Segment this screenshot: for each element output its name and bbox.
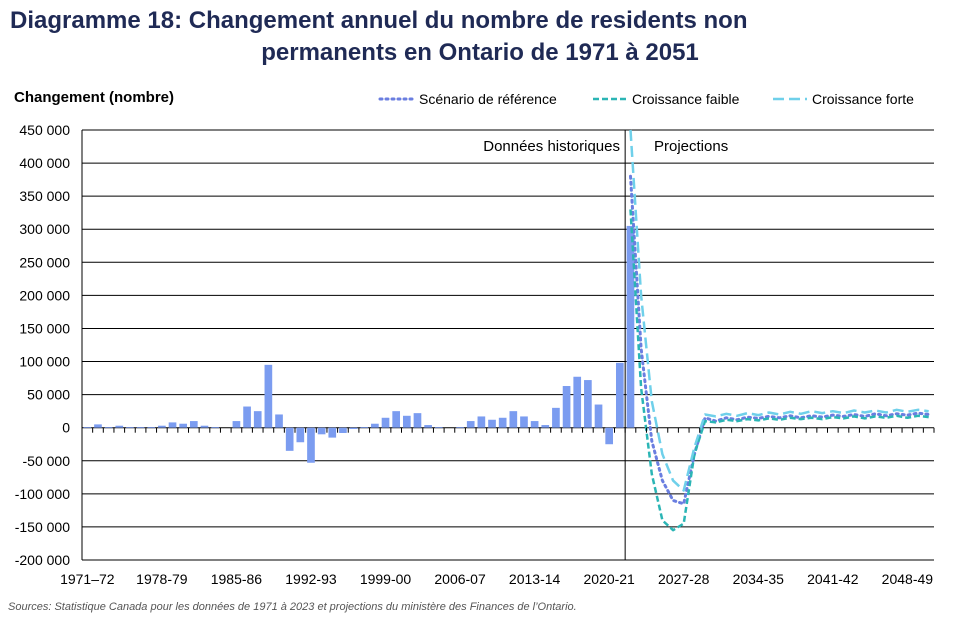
y-tick-label: -150 000 <box>15 519 70 535</box>
bar-1971 <box>83 427 92 428</box>
x-tick-label: 2006-07 <box>434 571 486 587</box>
bar-2022 <box>626 225 635 428</box>
y-tick-label: 200 000 <box>19 287 70 303</box>
bar-1972 <box>94 424 102 428</box>
bar-1974 <box>115 425 124 428</box>
bar-1991 <box>296 427 305 443</box>
bar-2001 <box>402 415 411 428</box>
chart-title-line1: Diagramme 18: Changement annuel du nombr… <box>10 7 748 34</box>
bar-1983 <box>211 427 219 428</box>
y-tick-label: 250 000 <box>19 254 70 270</box>
x-tick-label: 1985-86 <box>211 571 263 587</box>
bar-1995 <box>339 427 347 433</box>
bar-1989 <box>275 414 283 428</box>
y-tick-label: 150 000 <box>19 320 70 336</box>
line-high <box>629 129 929 492</box>
source-note: Sources: Statistique Canada pour les don… <box>8 601 577 613</box>
bar-2016 <box>562 386 571 428</box>
bar-2021 <box>615 362 624 428</box>
annotation-projections: Projections <box>654 138 728 155</box>
y-tick-label: 400 000 <box>19 155 70 171</box>
bar-1992 <box>307 427 315 463</box>
bar-2008 <box>477 416 486 428</box>
y-axis-label: Changement (nombre) <box>14 89 175 106</box>
y-tick-label: 300 000 <box>19 221 70 237</box>
x-tick-label: 1971–72 <box>60 571 115 587</box>
y-tick-label: 100 000 <box>19 354 70 370</box>
bar-1979 <box>168 422 177 428</box>
bar-2007 <box>466 421 475 428</box>
bar-1975 <box>126 427 134 428</box>
y-tick-label: 50 000 <box>27 387 70 403</box>
x-tick-label: 1978-79 <box>136 571 188 587</box>
x-tick-label: 2048-49 <box>882 571 934 587</box>
y-tick-label: -200 000 <box>15 552 70 568</box>
annotation-historical: Données historiques <box>483 138 620 155</box>
y-tick-label: 0 <box>62 420 70 436</box>
bar-1981 <box>189 421 198 428</box>
bar-2006 <box>456 427 464 428</box>
bar-1973 <box>104 427 113 428</box>
bar-1996 <box>349 427 358 430</box>
bar-2004 <box>434 427 443 428</box>
x-tick-label: 2041-42 <box>807 571 859 587</box>
bar-2017 <box>573 376 582 428</box>
chart-title-line2: permanents en Ontario de 1971 à 2051 <box>261 39 699 66</box>
bar-1976 <box>136 427 145 428</box>
bar-2009 <box>488 419 496 428</box>
y-tick-label: -50 000 <box>23 453 71 469</box>
bar-2019 <box>594 404 603 428</box>
x-tick-label: 2034-35 <box>733 571 785 587</box>
bar-1988 <box>264 364 273 428</box>
bar-2012 <box>520 416 528 428</box>
bar-2000 <box>392 411 401 428</box>
plot-area: 450 000 400 000 350 000 300 000 250 000 200 0… <box>15 122 935 587</box>
bar-1997 <box>360 427 369 428</box>
bar-2013 <box>530 421 539 428</box>
bar-1993 <box>317 427 326 435</box>
bar-1977 <box>147 427 156 428</box>
bar-2003 <box>424 425 432 428</box>
y-tick-label: 350 000 <box>19 188 70 204</box>
bar-1986 <box>243 406 251 428</box>
bar-2002 <box>413 413 422 428</box>
x-tick-label: 2020-21 <box>583 571 635 587</box>
x-tick-label: 2013-14 <box>509 571 561 587</box>
bar-2010 <box>498 417 507 428</box>
bar-1987 <box>253 411 262 428</box>
bar-1994 <box>328 427 337 438</box>
bar-1985 <box>232 421 241 428</box>
bar-1980 <box>179 423 188 428</box>
bar-1990 <box>285 427 294 451</box>
y-tick-label: -100 000 <box>15 486 70 502</box>
bar-2020 <box>605 427 614 445</box>
bar-1982 <box>200 425 209 428</box>
line-low <box>629 209 929 532</box>
y-tick-label: 450 000 <box>19 122 70 138</box>
bar-1978 <box>158 425 166 428</box>
bar-1998 <box>371 423 379 428</box>
bar-1999 <box>381 417 390 428</box>
bar-2014 <box>541 425 550 428</box>
x-tick-label: 1992-93 <box>285 571 337 587</box>
x-tick-label: 2027-28 <box>658 571 710 587</box>
bar-2011 <box>509 411 518 428</box>
line-reference <box>629 174 931 506</box>
bar-2018 <box>584 380 592 428</box>
bar-2015 <box>552 407 560 428</box>
x-tick-label: 1999-00 <box>360 571 412 587</box>
